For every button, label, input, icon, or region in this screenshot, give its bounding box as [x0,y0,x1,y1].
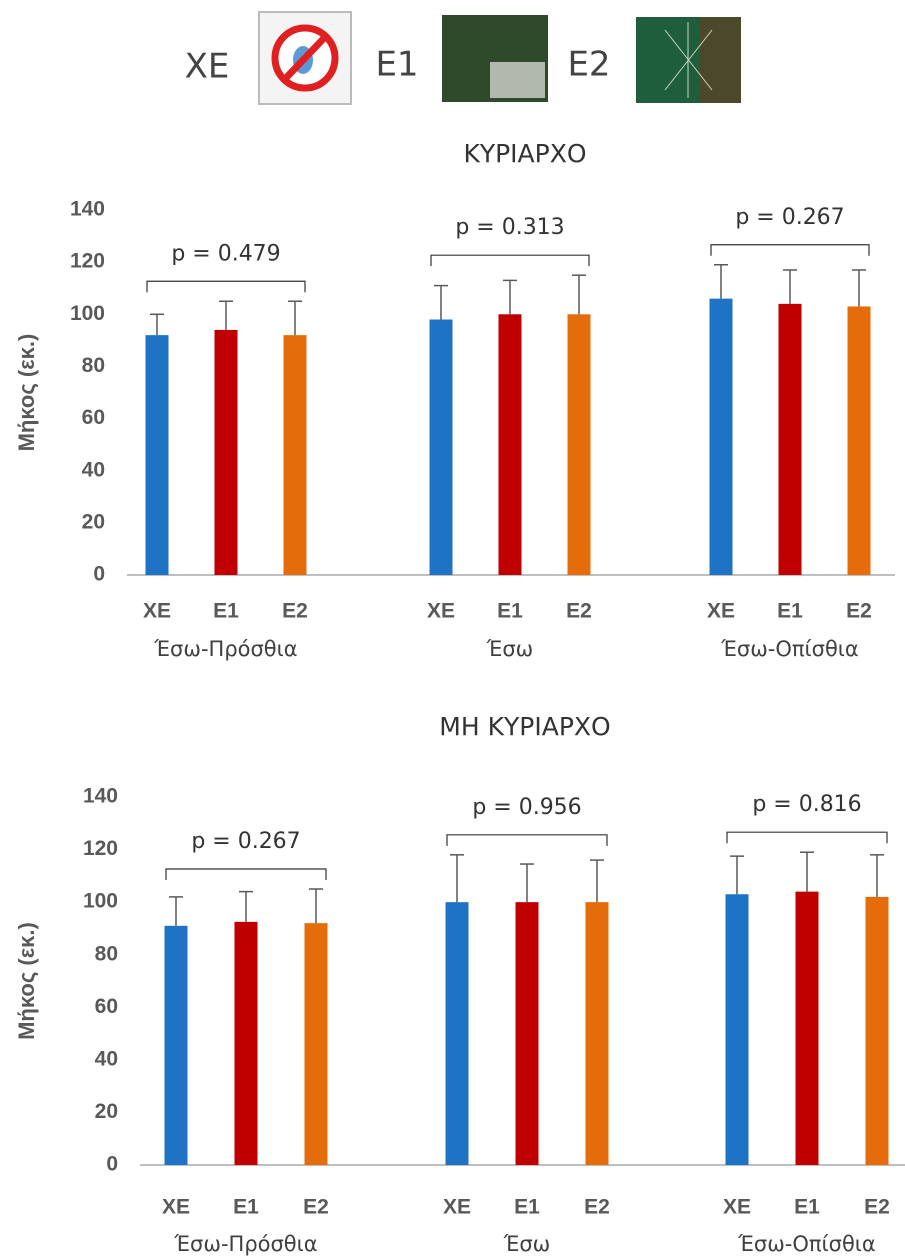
category-label: Έσω-Οπίσθια [737,1232,876,1256]
bar [778,303,802,575]
bar [498,314,522,575]
y-tick-label: 0 [106,1153,118,1176]
y-tick-label: 20 [95,1100,118,1123]
x-tick-label: Ε1 [233,1196,259,1219]
category-label: Έσω-Πρόσθια [173,1232,317,1256]
y-tick-label: 60 [95,995,118,1018]
bar [709,298,733,575]
p-value-annotation: p = 0.956 [472,795,581,820]
p-value-annotation: p = 0.267 [191,829,300,854]
x-tick-label: Ε1 [213,600,239,623]
y-tick-label: 40 [82,458,105,481]
bar [725,894,749,1165]
bar [865,896,889,1165]
x-tick-label: Ε2 [303,1196,329,1219]
chart: ΜΗ ΚΥΡΙΑΡΧΟ Μήκος (εκ.) 0 20 40 60 80 100 120 140… [14,712,905,1256]
significance-bracket [446,834,608,846]
chart-title: ΜΗ ΚΥΡΙΑΡΧΟ [439,712,610,741]
p-value-annotation: p = 0.267 [735,205,844,230]
y-tick-label: 100 [83,890,118,913]
icon-album-e1-piano [490,62,545,98]
y-tick-label: 60 [82,406,105,429]
bar [304,923,328,1165]
y-tick-label: 40 [95,1047,118,1070]
y-axis-label: Μήκος (εκ.) [14,334,39,452]
y-tick-label: 20 [82,510,105,533]
category-label: Έσω [503,1232,551,1256]
legend-label: ΧΕ [185,47,230,87]
category-label: Έσω-Πρόσθια [153,637,297,661]
bar [445,902,469,1165]
chart-title: ΚΥΡΙΑΡΧΟ [463,139,586,168]
bar [283,335,307,575]
significance-bracket [146,280,306,293]
y-tick-label: 0 [93,563,105,586]
y-tick-label: 140 [83,785,118,808]
category-label: Έσω [486,637,534,661]
x-tick-label: Ε2 [282,600,308,623]
significance-bracket [165,868,327,880]
legend-label: Ε2 [567,45,610,85]
bar [795,891,819,1165]
x-tick-label: Ε2 [584,1196,610,1219]
x-tick-label: ΧΕ [707,600,735,623]
y-tick-label: 100 [70,302,105,325]
icon-album-e2-shade [700,17,741,103]
bar [145,335,169,575]
y-tick-label: 120 [83,837,118,860]
y-tick-label: 120 [70,250,105,273]
x-tick-label: Ε1 [497,600,523,623]
x-tick-label: ΧΕ [143,600,171,623]
bar [515,902,539,1165]
bar [847,306,871,575]
p-value-annotation: p = 0.816 [752,792,861,817]
y-tick-label: 80 [82,354,105,377]
p-value-annotation: p = 0.479 [171,241,280,266]
p-value-annotation: p = 0.313 [455,215,564,240]
x-tick-label: Ε1 [777,600,803,623]
x-tick-label: ΧΕ [162,1196,190,1219]
y-tick-label: 140 [70,198,105,221]
bar [214,329,238,575]
bar [429,319,453,575]
legend-label: Ε1 [375,45,418,85]
significance-bracket [726,831,888,844]
x-tick-label: Ε2 [566,600,592,623]
x-tick-label: Ε1 [514,1196,540,1219]
bar [567,314,591,575]
bar [585,902,609,1165]
legend: ΧΕ Ε1 Ε2 [185,11,741,105]
y-axis-label: Μήκος (εκ.) [14,922,39,1040]
icon-slash [281,33,329,83]
x-tick-label: Ε1 [794,1196,820,1219]
x-tick-label: ΧΕ [723,1196,751,1219]
x-tick-label: Ε2 [864,1196,890,1219]
significance-bracket [710,244,870,256]
category-label: Έσω-Οπίσθια [720,637,859,661]
y-tick-label: 80 [95,942,118,965]
icon-album-e2-pattern [664,22,713,98]
bar [164,925,188,1165]
chart: ΚΥΡΙΑΡΧΟ Μήκος (εκ.) 0 20 40 60 80 100 120 140 ΧΕ Ε… [14,139,895,661]
x-tick-label: ΧΕ [443,1196,471,1219]
x-tick-label: Ε2 [846,600,872,623]
x-tick-label: ΧΕ [427,600,455,623]
bar [234,921,258,1165]
significance-bracket [430,254,590,267]
